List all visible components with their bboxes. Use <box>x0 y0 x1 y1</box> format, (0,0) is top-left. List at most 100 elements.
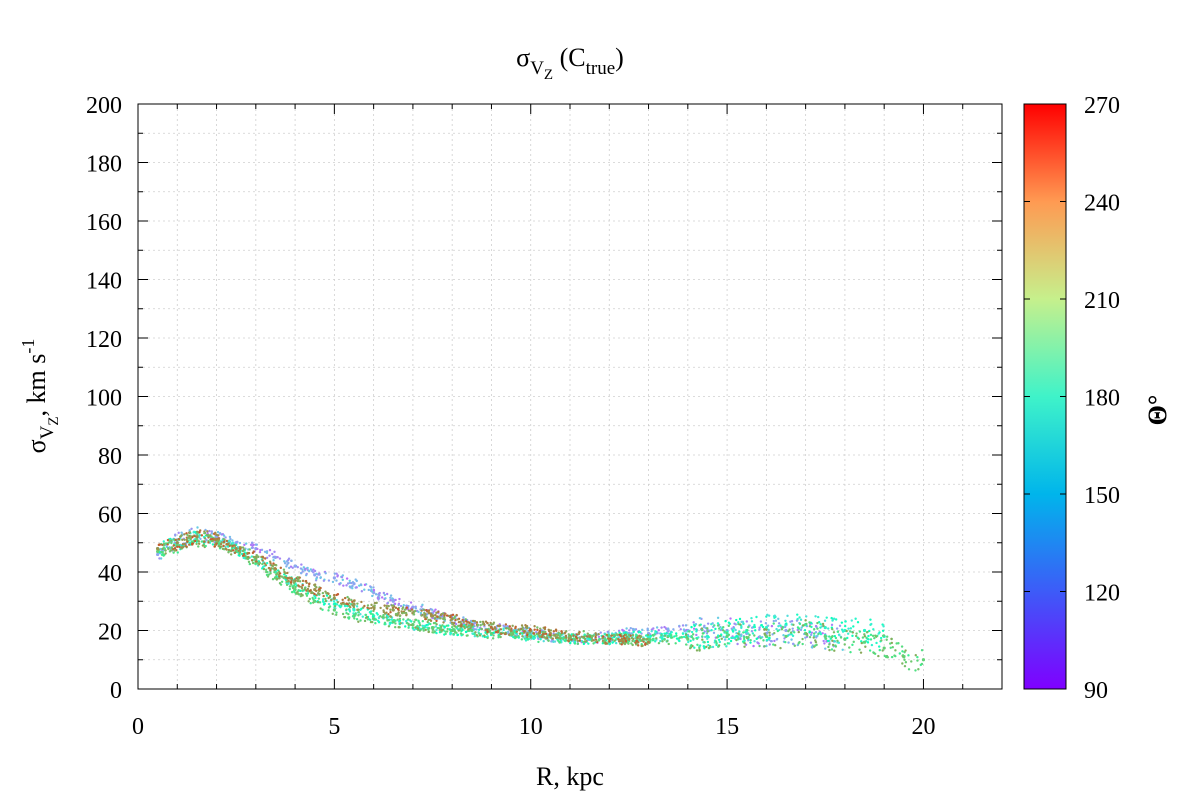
data-point <box>324 572 327 575</box>
data-point <box>601 635 605 638</box>
data-point <box>328 594 332 598</box>
data-point <box>410 620 413 623</box>
data-point <box>346 582 350 585</box>
data-point <box>784 628 788 633</box>
data-point <box>402 618 405 621</box>
x-axis-label: R, kpc <box>536 762 604 791</box>
data-point <box>767 628 770 632</box>
data-point <box>422 629 425 632</box>
data-point <box>723 630 726 633</box>
data-point <box>180 534 183 537</box>
data-point <box>610 634 614 637</box>
data-point <box>576 642 580 645</box>
data-point <box>399 604 403 608</box>
data-point <box>435 611 438 614</box>
data-point <box>739 634 743 638</box>
data-point <box>335 611 338 614</box>
data-point <box>483 634 486 637</box>
data-point <box>801 642 804 646</box>
data-point <box>322 600 325 604</box>
data-point <box>345 584 348 587</box>
data-point <box>557 631 560 634</box>
data-point <box>768 636 771 640</box>
data-point <box>228 544 231 548</box>
data-point <box>354 578 357 581</box>
data-point <box>367 588 370 592</box>
data-point <box>549 634 552 637</box>
data-point <box>804 619 807 622</box>
data-point <box>193 534 196 538</box>
data-point <box>798 616 801 619</box>
data-point <box>265 551 268 554</box>
data-point <box>291 566 294 569</box>
data-point <box>287 576 290 580</box>
data-point <box>760 623 763 627</box>
data-point <box>797 627 801 630</box>
data-point <box>269 572 272 575</box>
data-point <box>238 545 242 549</box>
data-point <box>288 587 292 591</box>
data-point <box>269 569 272 572</box>
data-point <box>486 630 489 634</box>
data-point <box>335 579 338 582</box>
data-point <box>404 619 408 623</box>
data-point <box>666 634 670 638</box>
data-point <box>301 568 304 571</box>
data-point <box>684 633 688 636</box>
data-point <box>416 627 420 630</box>
data-point <box>492 634 495 637</box>
data-point <box>283 560 286 563</box>
data-point <box>798 640 801 644</box>
data-point <box>364 613 368 617</box>
data-point <box>854 634 858 638</box>
data-point <box>183 538 186 542</box>
data-point <box>773 614 777 617</box>
data-point <box>366 618 370 621</box>
data-point <box>707 646 711 650</box>
data-point <box>817 615 820 619</box>
data-point <box>244 542 248 545</box>
data-point <box>862 628 867 633</box>
data-point <box>452 632 455 636</box>
data-point <box>170 549 173 552</box>
data-point <box>784 640 787 644</box>
data-point <box>831 627 834 631</box>
data-point <box>439 625 443 628</box>
data-point <box>870 643 874 647</box>
data-point <box>454 630 457 634</box>
data-point <box>597 635 601 639</box>
data-point <box>832 631 836 634</box>
data-point <box>306 566 309 570</box>
data-point <box>812 627 816 631</box>
data-point <box>393 602 397 606</box>
data-point <box>441 629 444 632</box>
data-point <box>185 538 189 542</box>
data-point <box>342 584 345 587</box>
data-point <box>916 655 919 659</box>
data-point <box>630 642 633 645</box>
data-point <box>701 632 705 635</box>
data-point <box>224 536 227 539</box>
data-point <box>407 618 410 621</box>
data-point <box>222 537 225 541</box>
data-point <box>461 618 464 622</box>
data-point <box>624 637 627 640</box>
data-point <box>754 629 757 632</box>
data-point <box>255 543 258 546</box>
data-point <box>800 626 803 629</box>
data-point <box>427 630 430 634</box>
data-point <box>355 618 359 621</box>
data-point <box>351 584 354 588</box>
data-point <box>893 654 896 657</box>
data-point <box>520 638 524 641</box>
data-point <box>474 631 477 634</box>
data-point <box>451 613 455 617</box>
data-point <box>325 594 329 597</box>
data-point <box>431 628 434 631</box>
data-point <box>401 607 404 611</box>
data-point <box>372 617 376 621</box>
data-point <box>700 628 704 632</box>
data-point <box>622 629 625 633</box>
data-point <box>673 635 676 638</box>
data-point <box>692 627 696 630</box>
